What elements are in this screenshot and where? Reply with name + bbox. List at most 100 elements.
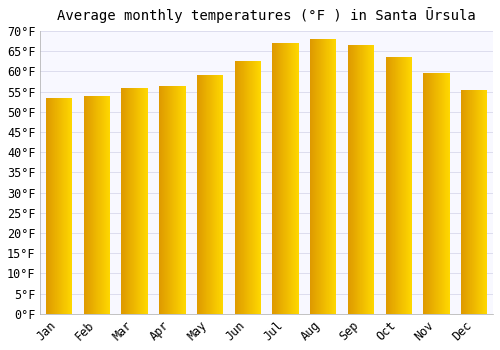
Bar <box>362 45 363 314</box>
Bar <box>437 74 438 314</box>
Bar <box>466 90 467 314</box>
Bar <box>234 61 235 314</box>
Bar <box>364 45 365 314</box>
Bar <box>67 98 68 314</box>
Bar <box>200 76 201 314</box>
Bar <box>99 96 100 314</box>
Bar <box>461 90 462 314</box>
Bar <box>291 43 292 314</box>
Bar <box>275 43 276 314</box>
Bar <box>321 39 322 314</box>
Bar <box>391 57 392 314</box>
Bar <box>433 74 434 314</box>
Bar <box>169 85 170 314</box>
Bar <box>464 90 465 314</box>
Bar <box>435 74 436 314</box>
Bar <box>373 45 374 314</box>
Bar <box>106 96 107 314</box>
Bar <box>180 85 181 314</box>
Bar <box>223 76 224 314</box>
Bar <box>129 88 130 314</box>
Bar <box>371 45 372 314</box>
Bar <box>209 76 210 314</box>
Bar <box>126 88 127 314</box>
Bar <box>407 57 408 314</box>
Bar <box>356 45 357 314</box>
Bar <box>294 43 295 314</box>
Bar <box>238 61 239 314</box>
Bar <box>424 74 425 314</box>
Bar <box>334 39 335 314</box>
Bar <box>54 98 55 314</box>
Bar <box>250 61 251 314</box>
Bar <box>103 96 104 314</box>
Bar <box>351 45 352 314</box>
Bar <box>273 43 274 314</box>
Bar <box>322 39 324 314</box>
Bar <box>481 90 482 314</box>
Bar <box>482 90 483 314</box>
Bar <box>349 45 350 314</box>
Bar <box>434 74 435 314</box>
Bar <box>295 43 296 314</box>
Bar <box>101 96 102 314</box>
Bar <box>406 57 407 314</box>
Bar <box>141 88 142 314</box>
Bar <box>327 39 328 314</box>
Bar <box>184 85 185 314</box>
Bar <box>218 76 219 314</box>
Bar <box>328 39 329 314</box>
Bar <box>105 96 106 314</box>
Bar <box>389 57 390 314</box>
Bar <box>128 88 129 314</box>
Bar <box>85 96 86 314</box>
Bar <box>313 39 314 314</box>
Bar <box>93 96 94 314</box>
Bar <box>467 90 468 314</box>
Bar <box>411 57 412 314</box>
Bar <box>86 96 87 314</box>
Bar <box>131 88 132 314</box>
Bar <box>320 39 321 314</box>
Bar <box>122 88 123 314</box>
Bar <box>276 43 277 314</box>
Bar <box>100 96 101 314</box>
Bar <box>222 76 223 314</box>
Bar <box>361 45 362 314</box>
Bar <box>462 90 463 314</box>
Title: Average monthly temperatures (°F ) in Santa Ūrsula: Average monthly temperatures (°F ) in Sa… <box>58 7 476 23</box>
Bar <box>241 61 242 314</box>
Bar <box>431 74 432 314</box>
Bar <box>182 85 183 314</box>
Bar <box>236 61 238 314</box>
Bar <box>57 98 58 314</box>
Bar <box>62 98 63 314</box>
Bar <box>392 57 393 314</box>
Bar <box>475 90 476 314</box>
Bar <box>90 96 91 314</box>
Bar <box>298 43 299 314</box>
Bar <box>476 90 477 314</box>
Bar <box>60 98 61 314</box>
Bar <box>427 74 428 314</box>
Bar <box>91 96 92 314</box>
Bar <box>239 61 240 314</box>
Bar <box>171 85 172 314</box>
Bar <box>244 61 245 314</box>
Bar <box>163 85 164 314</box>
Bar <box>247 61 248 314</box>
Bar <box>176 85 177 314</box>
Bar <box>135 88 136 314</box>
Bar <box>333 39 334 314</box>
Bar <box>167 85 168 314</box>
Bar <box>400 57 401 314</box>
Bar <box>280 43 281 314</box>
Bar <box>445 74 446 314</box>
Bar <box>449 74 450 314</box>
Bar <box>468 90 469 314</box>
Bar <box>319 39 320 314</box>
Bar <box>144 88 145 314</box>
Bar <box>439 74 440 314</box>
Bar <box>64 98 65 314</box>
Bar <box>246 61 247 314</box>
